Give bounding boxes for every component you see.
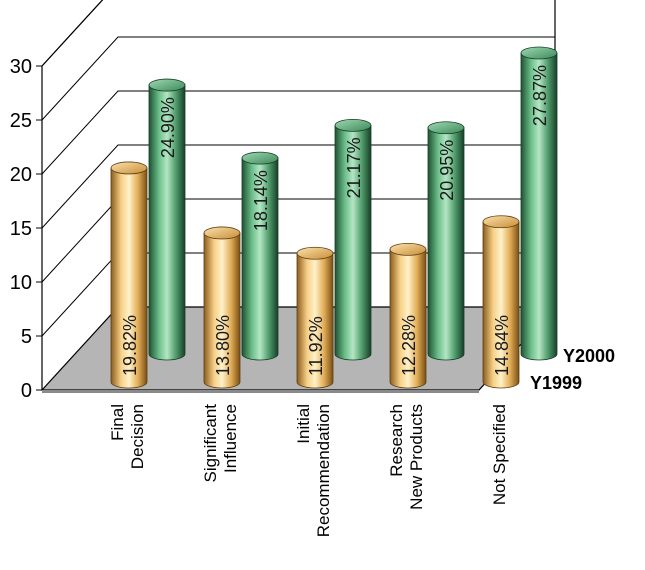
category-label-2: Initial Recommendation — [294, 404, 333, 537]
bar-y1999-3 — [389, 248, 427, 389]
category-label-line: Influence — [221, 404, 240, 473]
series-label-y1999: Y1999 — [530, 373, 582, 393]
y-tick-label: 25 — [10, 110, 32, 132]
data-label-y2000-3: 20.95% — [437, 140, 457, 201]
bar-y2000-4 — [520, 52, 558, 361]
bar-cap-y2000-2 — [334, 118, 372, 132]
gridline — [41, 36, 555, 121]
bar-cap-y1999-3 — [389, 242, 427, 256]
category-label-3: Research New Products — [387, 404, 426, 510]
bar-y2000-3 — [427, 127, 465, 361]
bar-cap-y2000-3 — [427, 121, 465, 135]
series-label-y2000: Y2000 — [563, 346, 615, 366]
data-label-y1999-1: 13.80% — [213, 315, 233, 376]
category-label-line: Final — [108, 404, 127, 441]
y-tick-label: 5 — [21, 326, 32, 348]
bar-cap-y1999-0 — [110, 161, 148, 175]
bar-y1999-0 — [110, 167, 148, 389]
category-label-4: Not Specified — [490, 404, 509, 505]
y-tick-label: 15 — [10, 218, 32, 240]
y-tick-label: 10 — [10, 272, 32, 294]
bar-cap-y2000-0 — [148, 78, 186, 92]
category-label-line: Recommendation — [314, 404, 333, 537]
bar-y1999-4 — [482, 221, 520, 389]
bar-cap-y1999-2 — [296, 246, 334, 260]
data-label-y1999-2: 11.92% — [306, 316, 326, 376]
data-label-y1999-3: 12.28% — [399, 315, 419, 376]
category-label-line: Research — [387, 404, 406, 477]
bar-y1999-2 — [296, 252, 334, 389]
gridline — [41, 90, 555, 175]
data-label-y2000-2: 21.17% — [344, 137, 364, 198]
y-tick-label: 30 — [10, 56, 32, 78]
y-tick-label: 0 — [21, 380, 32, 402]
category-label-line: Initial — [294, 404, 313, 444]
bar-y1999-1 — [203, 232, 241, 389]
bar-cap-y2000-1 — [241, 151, 279, 165]
category-label-1: Significant Influence — [201, 404, 240, 483]
data-label-y2000-4: 27.87% — [530, 65, 550, 126]
bar-y2000-2 — [334, 124, 372, 361]
data-label-y2000-0: 24.90% — [158, 97, 178, 158]
data-label-y1999-4: 14.84% — [492, 315, 512, 376]
bar-cap-y1999-4 — [482, 215, 520, 229]
data-label-y1999-0: 19.82% — [120, 315, 140, 376]
bar-y2000-1 — [241, 157, 279, 361]
category-label-line: Decision — [128, 404, 147, 469]
category-label-line: Not Specified — [490, 404, 509, 505]
chart-labels: 0 5 10 15 20 25 30 24.90% 18.14% 21.17% 20.95% 27.8… — [10, 56, 615, 537]
bar-cap-y1999-1 — [203, 226, 241, 240]
category-label-line: New Products — [407, 404, 426, 510]
gridline — [41, 0, 104, 67]
category-label-0: Final Decision — [108, 404, 147, 469]
bar-cap-y2000-4 — [520, 46, 558, 60]
floor-edge — [42, 390, 479, 393]
category-label-line: Significant — [201, 404, 220, 483]
chart-bars — [110, 46, 558, 389]
y-tick-label: 20 — [10, 164, 32, 186]
data-label-y2000-1: 18.14% — [251, 170, 271, 231]
gridline — [41, 144, 555, 229]
bar-y2000-0 — [148, 84, 186, 361]
